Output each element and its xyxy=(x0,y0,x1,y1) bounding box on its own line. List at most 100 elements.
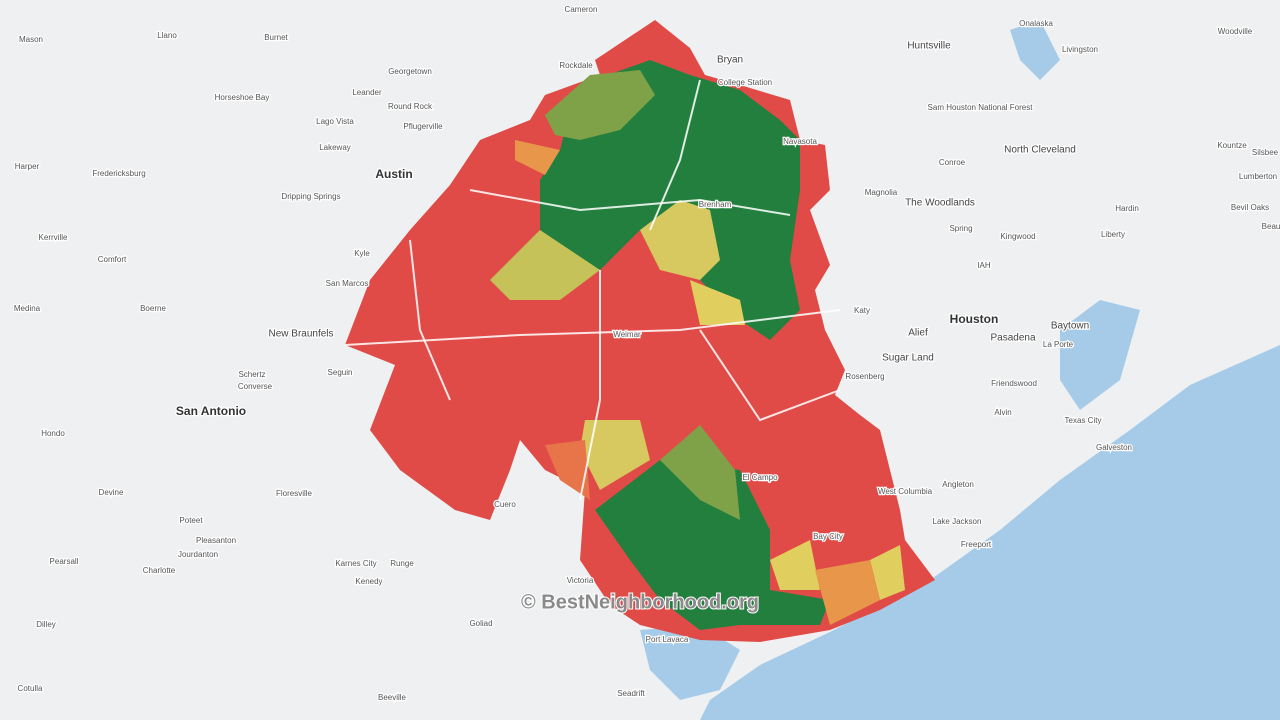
place-label: Freeport xyxy=(961,540,992,549)
place-label: West Columbia xyxy=(878,487,933,496)
place-label: Bay City xyxy=(813,532,843,541)
place-label: Magnolia xyxy=(865,188,898,197)
place-label: Silsbee xyxy=(1252,148,1279,157)
road xyxy=(699,329,841,422)
place-label: Pearsall xyxy=(50,557,79,566)
place-label: New Braunfels xyxy=(268,329,333,340)
place-label: Leander xyxy=(352,88,382,97)
place-label: Kerrville xyxy=(39,233,68,242)
watermark: © BestNeighborhood.org xyxy=(521,591,759,613)
place-label: Pasadena xyxy=(990,333,1035,344)
place-label: Pflugerville xyxy=(403,122,443,131)
place-label: Bryan xyxy=(717,55,743,66)
place-label: Pleasanton xyxy=(196,536,236,545)
place-label: Friendswood xyxy=(991,379,1037,388)
place-label: Fredericksburg xyxy=(92,169,145,178)
place-label: Horseshoe Bay xyxy=(215,93,270,102)
place-label: El Campo xyxy=(742,473,778,482)
place-label: Onalaska xyxy=(1019,19,1053,28)
place-label: San Antonio xyxy=(176,404,246,418)
place-label: Cameron xyxy=(565,5,598,14)
place-label: Conroe xyxy=(939,158,966,167)
road xyxy=(649,79,701,231)
place-label: Beau xyxy=(1262,222,1280,231)
place-label: Cotulla xyxy=(18,684,43,693)
place-label: Kenedy xyxy=(355,577,382,586)
region-green xyxy=(595,460,830,630)
place-label: Sam Houston National Forest xyxy=(928,103,1034,112)
place-label: Round Rock xyxy=(388,102,433,111)
gulf-water xyxy=(700,345,1280,720)
place-label: Runge xyxy=(390,559,414,568)
place-label: Dripping Springs xyxy=(281,192,340,201)
region-yellow xyxy=(640,200,720,280)
place-label: Baytown xyxy=(1051,321,1089,332)
region-yellow xyxy=(770,540,820,590)
place-label: Liberty xyxy=(1101,230,1125,239)
place-label: Rosenberg xyxy=(845,372,884,381)
place-label: Beeville xyxy=(378,693,407,702)
place-label: Angleton xyxy=(942,480,974,489)
place-label: Port Lavaca xyxy=(646,635,689,644)
place-label: IAH xyxy=(977,261,991,270)
place-label: Comfort xyxy=(98,255,127,264)
place-label: Karnes City xyxy=(335,559,376,568)
place-label: Galveston xyxy=(1096,443,1132,452)
place-label: Houston xyxy=(950,312,999,326)
place-label: Brenham xyxy=(699,200,732,209)
place-label: Georgetown xyxy=(388,67,432,76)
place-label: Rockdale xyxy=(559,61,593,70)
place-label: Seadrift xyxy=(617,689,645,698)
road xyxy=(579,270,601,501)
place-label: Katy xyxy=(854,306,870,315)
place-label: Alief xyxy=(908,328,928,339)
place-label: Harper xyxy=(15,162,40,171)
place-label: Medina xyxy=(14,304,41,313)
place-label: Jourdanton xyxy=(178,550,218,559)
region-orange xyxy=(545,440,590,500)
place-label: Lago Vista xyxy=(316,117,354,126)
place-label: Lake Jackson xyxy=(933,517,982,526)
region-olive xyxy=(545,70,655,140)
place-label: Seguin xyxy=(328,368,353,377)
place-label: Weimar xyxy=(613,330,641,339)
place-label: College Station xyxy=(718,78,772,87)
place-label: Floresville xyxy=(276,489,313,498)
region-yellow xyxy=(690,280,745,325)
place-label: Poteet xyxy=(179,516,203,525)
place-label: Boerne xyxy=(140,304,166,313)
place-label: Woodville xyxy=(1218,27,1253,36)
place-label: Dilley xyxy=(36,620,56,629)
place-label: La Porte xyxy=(1043,340,1074,349)
place-label: Llano xyxy=(157,31,177,40)
roads xyxy=(344,79,841,501)
road xyxy=(469,189,791,216)
place-label: Lumberton xyxy=(1239,172,1277,181)
region-yellow xyxy=(870,545,905,600)
region-yellow xyxy=(490,230,600,300)
place-label: Devine xyxy=(99,488,124,497)
region-orange xyxy=(815,560,880,625)
place-label: Goliad xyxy=(469,619,492,628)
bay xyxy=(640,625,740,700)
lake xyxy=(1010,20,1060,80)
place-label: Mason xyxy=(19,35,43,44)
place-labels: Cameron Mason Llano Burnet Georgetown Rockdal… xyxy=(13,4,1280,704)
place-label: Texas City xyxy=(1065,416,1102,425)
place-label: Navasota xyxy=(783,137,817,146)
place-label: San Marcos xyxy=(326,279,369,288)
place-label: Lakeway xyxy=(319,143,351,152)
place-label: Converse xyxy=(238,382,273,391)
place-label: Charlotte xyxy=(143,566,176,575)
place-label: North Cleveland xyxy=(1004,145,1076,156)
region-olive xyxy=(660,425,740,520)
region-yellow xyxy=(580,420,650,490)
place-label: Kyle xyxy=(354,249,370,258)
place-label: Huntsville xyxy=(907,41,951,52)
place-label: Sugar Land xyxy=(882,353,934,364)
place-label: Alvin xyxy=(994,408,1011,417)
place-label: Cuero xyxy=(494,500,516,509)
region-orange xyxy=(515,140,560,175)
place-label: The Woodlands xyxy=(905,198,975,209)
